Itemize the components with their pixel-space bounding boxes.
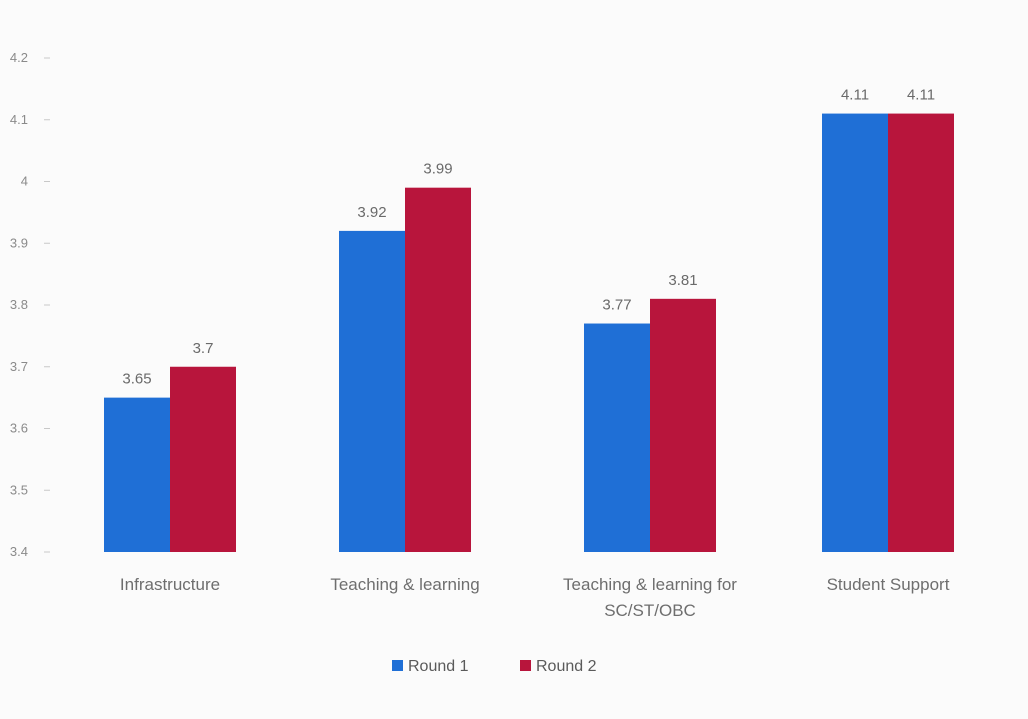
- y-tick-label: 3.9: [10, 235, 28, 250]
- data-label: 3.65: [122, 371, 151, 388]
- category-label: Teaching & learning: [330, 575, 479, 594]
- data-label: 3.81: [668, 272, 697, 289]
- category-label: SC/ST/OBC: [604, 601, 696, 620]
- legend-swatch: [520, 660, 531, 671]
- data-labels: 3.65 3.92 3.77 4.11 3.7 3.99 3.81 4.11: [122, 87, 935, 388]
- x-axis-labels: Infrastructure Teaching & learning Teachin…: [120, 575, 950, 620]
- y-tick-label: 4: [21, 174, 28, 189]
- y-tick-label: 3.4: [10, 544, 28, 559]
- bar: [584, 323, 650, 552]
- y-tick-label: 4.2: [10, 50, 28, 65]
- bar: [339, 230, 405, 552]
- y-tick-label: 4.1: [10, 112, 28, 127]
- bar: [822, 113, 888, 552]
- bar: [405, 187, 471, 553]
- y-tick-label: 3.7: [10, 359, 28, 374]
- y-axis: 3.4 3.5 3.6 3.7 3.8 3.9 4 4.1 4.2: [10, 50, 50, 559]
- legend: Round 1 Round 2: [392, 658, 597, 675]
- bars: [104, 113, 954, 553]
- bar: [104, 397, 170, 552]
- category-label: Infrastructure: [120, 575, 220, 594]
- bar: [650, 298, 716, 552]
- y-tick-label: 3.6: [10, 421, 28, 436]
- data-label: 3.99: [423, 161, 452, 178]
- legend-swatch: [392, 660, 403, 671]
- y-tick-label: 3.8: [10, 297, 28, 312]
- data-label: 4.11: [907, 87, 935, 104]
- data-label: 4.11: [841, 87, 869, 104]
- data-label: 3.92: [357, 204, 386, 221]
- legend-label: Round 2: [536, 658, 597, 675]
- legend-label: Round 1: [408, 658, 469, 675]
- y-tick-label: 3.5: [10, 482, 28, 497]
- data-label: 3.77: [602, 297, 631, 314]
- category-label: Teaching & learning for: [563, 575, 737, 594]
- category-label: Student Support: [827, 575, 950, 594]
- data-label: 3.7: [193, 340, 214, 357]
- bar: [170, 366, 236, 552]
- bar: [888, 113, 954, 552]
